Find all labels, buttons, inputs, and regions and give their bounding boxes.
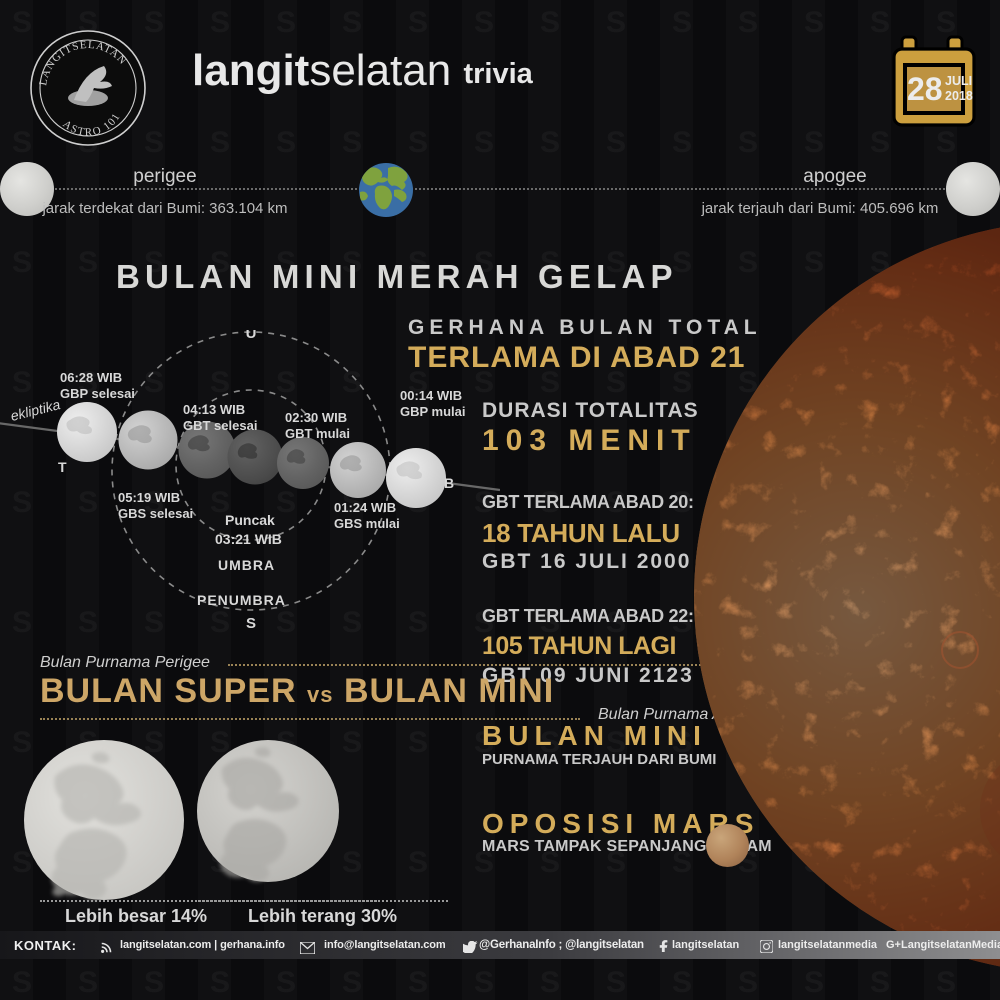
svg-text:UMBRA: UMBRA bbox=[218, 557, 275, 573]
svg-text:GBT selesai: GBT selesai bbox=[183, 418, 257, 433]
svg-text:Puncak: Puncak bbox=[225, 512, 275, 528]
svg-text:B: B bbox=[444, 475, 454, 491]
svg-text:28: 28 bbox=[907, 71, 943, 107]
svg-text:GBP mulai: GBP mulai bbox=[400, 404, 466, 419]
svg-text:06:28 WIB: 06:28 WIB bbox=[60, 370, 122, 385]
svg-text:JULI: JULI bbox=[945, 74, 972, 88]
svg-text:ekliptika: ekliptika bbox=[9, 396, 62, 424]
svg-text:04:13 WIB: 04:13 WIB bbox=[183, 402, 245, 417]
svg-text:T: T bbox=[58, 459, 67, 475]
svg-text:2018: 2018 bbox=[945, 89, 973, 103]
svg-text:S: S bbox=[246, 615, 256, 632]
svg-text:01:24 WIB: 01:24 WIB bbox=[334, 500, 396, 515]
svg-text:05:19 WIB: 05:19 WIB bbox=[118, 490, 180, 505]
svg-text:PENUMBRA: PENUMBRA bbox=[197, 592, 286, 608]
svg-text:02:30 WIB: 02:30 WIB bbox=[285, 410, 347, 425]
svg-text:03:21 WIB: 03:21 WIB bbox=[215, 531, 282, 547]
svg-text:GBS selesai: GBS selesai bbox=[118, 506, 193, 521]
svg-text:GBS mulai: GBS mulai bbox=[334, 516, 400, 531]
svg-text:00:14 WIB: 00:14 WIB bbox=[400, 388, 462, 403]
svg-text:U: U bbox=[246, 330, 257, 342]
svg-text:GBT mulai: GBT mulai bbox=[285, 426, 350, 441]
svg-text:GBP selesai: GBP selesai bbox=[60, 386, 135, 401]
